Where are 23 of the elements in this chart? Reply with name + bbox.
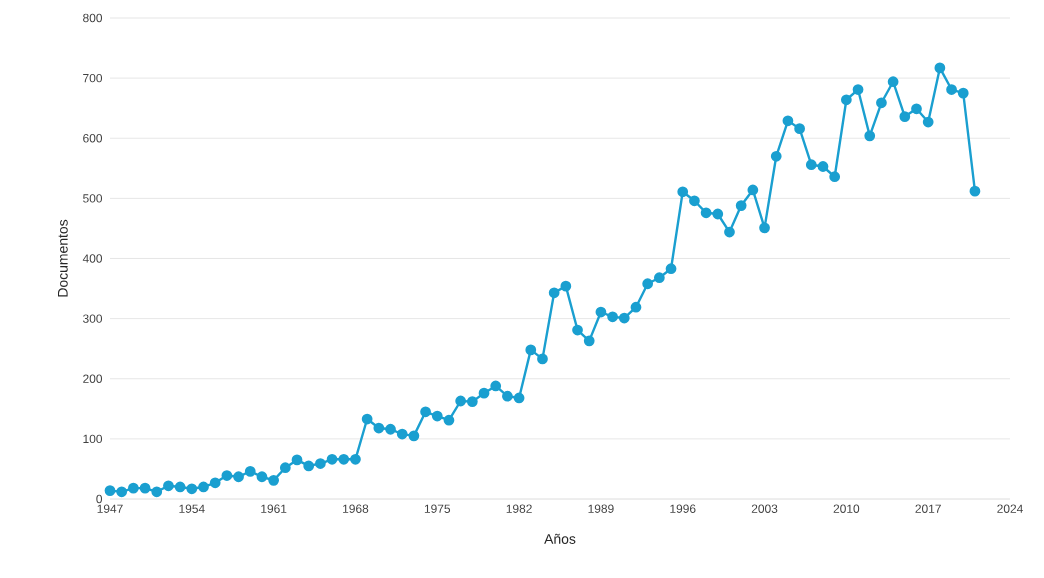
x-tick-label: 1961 (261, 504, 287, 513)
y-tick-label: 800 (83, 13, 103, 23)
x-tick-label: 2010 (833, 504, 860, 513)
y-tick-label: 600 (83, 134, 103, 143)
x-tick-label: 1975 (424, 504, 451, 513)
y-tick-label: 400 (82, 254, 103, 263)
x-tick-label: 1996 (670, 504, 696, 513)
x-tick-label: 1989 (588, 504, 614, 513)
x-tick-label: 2017 (915, 504, 941, 513)
y-tick-label: 700 (83, 73, 103, 83)
y-axis-title: Documentos (58, 219, 68, 297)
x-tick-label: 2003 (751, 504, 778, 513)
y-tick-label: 200 (83, 374, 103, 383)
y-tick-label: 100 (83, 434, 103, 444)
x-axis-title: Años (544, 533, 576, 544)
x-tick-label: 1954 (179, 504, 205, 513)
x-tick-label: 1982 (506, 504, 532, 513)
x-tick-label: 2024 (997, 504, 1023, 513)
x-tick-label: 1947 (97, 504, 123, 513)
y-tick-label: 500 (83, 194, 103, 203)
y-tick-label: 300 (83, 314, 103, 323)
y-tick-label: 0 (96, 494, 103, 504)
x-tick-label: 1968 (343, 504, 369, 513)
